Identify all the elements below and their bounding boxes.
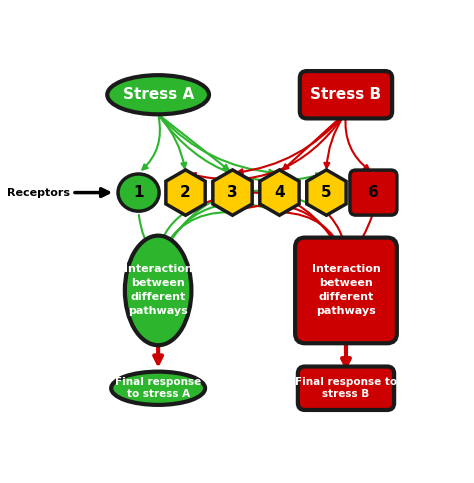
Polygon shape (260, 170, 299, 215)
Text: 1: 1 (133, 185, 144, 200)
Ellipse shape (107, 75, 209, 114)
Text: Receptors: Receptors (7, 187, 70, 198)
FancyBboxPatch shape (350, 170, 397, 215)
FancyBboxPatch shape (298, 367, 394, 410)
Polygon shape (307, 170, 346, 215)
Text: 3: 3 (227, 185, 238, 200)
Text: Stress A: Stress A (122, 87, 194, 102)
Ellipse shape (125, 236, 191, 345)
Text: Final response
to stress A: Final response to stress A (115, 377, 201, 399)
FancyBboxPatch shape (300, 71, 392, 118)
Text: Interaction
between
different
pathways: Interaction between different pathways (311, 264, 380, 316)
Text: Interaction
between
different
pathways: Interaction between different pathways (124, 264, 192, 316)
Text: Final response to
stress B: Final response to stress B (295, 377, 397, 399)
Text: 5: 5 (321, 185, 332, 200)
Text: 2: 2 (180, 185, 191, 200)
Ellipse shape (118, 174, 159, 211)
Text: Stress B: Stress B (310, 87, 382, 102)
Ellipse shape (111, 371, 205, 405)
Polygon shape (213, 170, 252, 215)
Text: 6: 6 (368, 185, 379, 200)
FancyBboxPatch shape (295, 238, 397, 343)
Polygon shape (166, 170, 205, 215)
Text: 4: 4 (274, 185, 285, 200)
